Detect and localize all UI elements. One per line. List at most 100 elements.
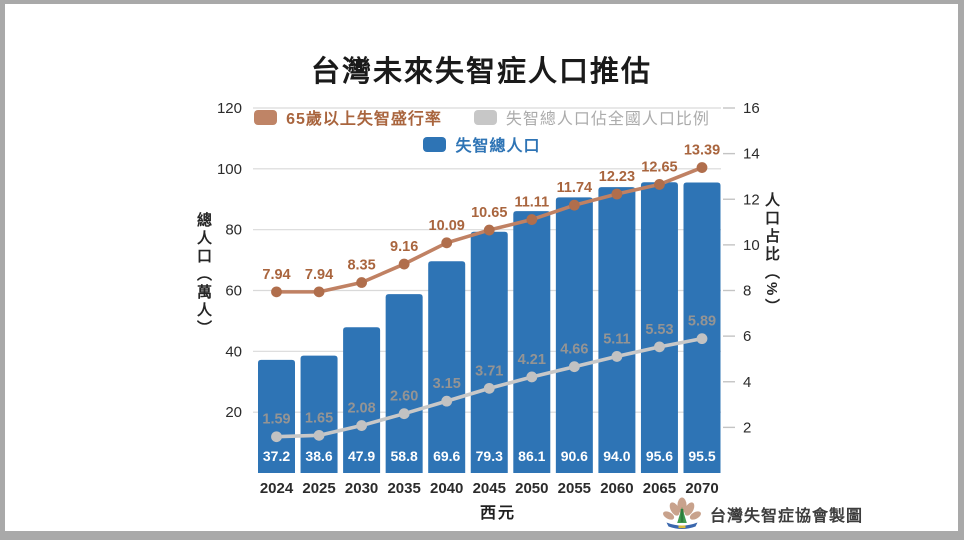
legend-row-2: 失智總人口 <box>248 133 716 155</box>
ratio-point <box>483 382 495 394</box>
prevalence-value-label: 10.09 <box>429 218 465 234</box>
year-label: 2045 <box>473 480 506 497</box>
prevalence-point <box>398 258 410 270</box>
right-axis-title: 人口占比（%） <box>763 192 780 317</box>
footer-attribution: 台灣失智症協會製圖 <box>662 496 863 532</box>
year-label: 2065 <box>643 480 676 497</box>
legend-label: 65歲以上失智盛行率 <box>286 111 442 128</box>
prevalence-point <box>271 286 282 298</box>
year-label: 2030 <box>345 480 378 497</box>
left-tick-label: 120 <box>217 100 242 117</box>
left-tick-label: 80 <box>225 222 242 239</box>
total-dementia-swatch-icon <box>423 136 447 152</box>
right-tick-label: 8 <box>743 283 751 300</box>
bar <box>428 261 466 473</box>
infographic-page: 台灣未來失智症人口推估 20 40 60 80 100 120 2 4 6 8 10 12 14 16 1.… <box>5 4 958 531</box>
prevalence-point <box>568 199 580 211</box>
prevalence-value-label: 11.11 <box>514 195 549 211</box>
legend-item-prevalence: 65歲以上失智盛行率 <box>254 105 442 129</box>
bar-value-label: 86.1 <box>518 448 545 464</box>
right-tick-label: 12 <box>743 191 760 208</box>
year-label: 2060 <box>600 480 633 497</box>
ratio-value-label: 3.15 <box>433 376 461 392</box>
bar-value-label: 47.9 <box>348 448 375 464</box>
year-label: 2055 <box>558 480 591 497</box>
year-label: 2040 <box>430 480 463 497</box>
legend-row-1: 65歲以上失智盛行率 失智總人口佔全國人口比例 <box>248 106 716 128</box>
ratio-value-label: 5.53 <box>645 322 673 338</box>
ratio-point <box>313 429 325 441</box>
left-tick-label: 60 <box>225 283 242 300</box>
ratio-value-label: 4.66 <box>560 342 588 358</box>
legend-label: 失智總人口佔全國人口比例 <box>505 111 710 128</box>
bar <box>513 211 551 474</box>
bar-value-label: 37.2 <box>263 448 290 464</box>
prevalence-point <box>696 162 708 173</box>
prevalence-point <box>483 224 495 236</box>
year-label: 2025 <box>302 480 335 497</box>
ratio-point <box>654 341 665 353</box>
prevalence-swatch-icon <box>254 109 278 125</box>
chart-title: 台灣未來失智症人口推估 <box>310 56 652 88</box>
ratio-value-label: 2.08 <box>347 401 375 417</box>
ratio-point <box>441 395 453 407</box>
legend-label: 失智總人口 <box>455 138 541 155</box>
bar-value-label: 58.8 <box>391 448 418 464</box>
prevalence-value-label: 7.94 <box>305 267 333 283</box>
ratio-value-label: 5.11 <box>603 331 630 347</box>
ratio-value-label: 3.71 <box>475 363 503 379</box>
prevalence-value-label: 12.65 <box>641 159 677 175</box>
ratio-point <box>356 420 367 431</box>
ratio-point <box>526 371 538 383</box>
left-axis-title: 總人口（萬人） <box>195 212 212 338</box>
bar-value-label: 95.5 <box>688 448 715 464</box>
ratio-point <box>568 361 580 373</box>
bar-value-label: 79.3 <box>476 448 503 464</box>
bar <box>385 294 423 473</box>
prevalence-point <box>611 188 623 200</box>
ratio-value-label: 1.65 <box>305 410 333 426</box>
prevalence-point <box>654 179 665 190</box>
footer-credit-text: 台灣失智症協會製圖 <box>709 508 863 525</box>
prevalence-point <box>441 237 453 249</box>
year-label: 2050 <box>515 480 548 497</box>
prevalence-value-label: 9.16 <box>390 239 418 255</box>
left-tick-label: 100 <box>217 161 242 178</box>
year-label: 2070 <box>685 480 718 497</box>
bar-value-label: 38.6 <box>305 448 332 464</box>
prevalence-value-label: 10.65 <box>471 205 507 221</box>
bar <box>683 182 721 473</box>
population-ratio-swatch-icon <box>473 109 497 125</box>
right-tick-label: 2 <box>743 419 751 436</box>
prevalence-value-label: 8.35 <box>347 258 375 274</box>
prevalence-value-label: 13.39 <box>684 143 720 159</box>
right-tick-label: 16 <box>743 100 760 117</box>
bar-value-label: 95.6 <box>646 448 673 464</box>
bar-value-label: 94.0 <box>603 448 630 464</box>
right-tick-label: 6 <box>743 328 751 345</box>
x-axis-title: 西元 <box>479 505 516 522</box>
ratio-value-label: 4.21 <box>518 352 546 368</box>
bar <box>598 187 636 473</box>
prevalence-value-label: 12.23 <box>599 169 635 185</box>
legend-item-total-dementia: 失智總人口 <box>423 132 540 156</box>
left-tick-label: 40 <box>225 343 242 360</box>
bar-value-label: 90.6 <box>561 448 588 464</box>
prevalence-value-label: 7.94 <box>262 267 290 283</box>
ratio-point <box>271 431 282 443</box>
right-tick-label: 14 <box>743 146 760 163</box>
prevalence-point <box>356 277 367 288</box>
ratio-point <box>398 408 410 420</box>
ratio-point <box>696 333 708 345</box>
bar <box>555 197 593 474</box>
legend-item-population-ratio: 失智總人口佔全國人口比例 <box>473 105 710 129</box>
bar <box>258 359 295 473</box>
chart-legend: 65歲以上失智盛行率 失智總人口佔全國人口比例 失智總人口 <box>248 106 716 160</box>
left-tick-label: 20 <box>225 404 242 421</box>
ratio-value-label: 5.89 <box>688 314 716 330</box>
bar <box>640 182 678 473</box>
ratio-value-label: 2.60 <box>390 389 418 405</box>
year-label: 2024 <box>260 480 294 497</box>
bar <box>470 231 508 473</box>
